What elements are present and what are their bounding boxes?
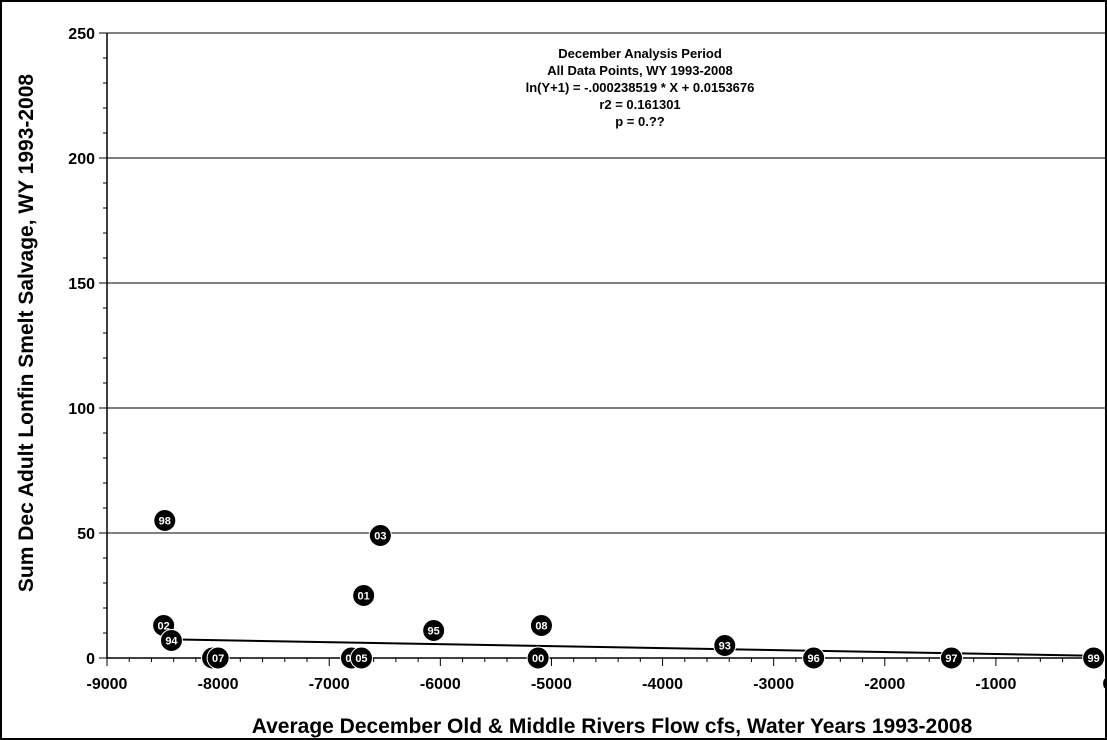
x-tick-label: -8000 xyxy=(198,676,239,693)
x-tick-label: -5000 xyxy=(531,676,572,693)
y-tick-label: 250 xyxy=(68,26,95,43)
point-marker xyxy=(368,524,392,547)
point-marker xyxy=(422,619,446,642)
data-point-93: 93 xyxy=(713,634,737,657)
y-tick-label: 150 xyxy=(68,276,95,293)
point-marker xyxy=(802,646,826,670)
y-tick-label: 0 xyxy=(86,651,95,668)
point-label: 05 xyxy=(355,653,367,665)
data-point-99: 99 xyxy=(1082,646,1106,670)
x-axis-title: Average December Old & Middle Rivers Flo… xyxy=(252,715,973,738)
data-point-94: 94 xyxy=(159,629,183,652)
point-label: 99 xyxy=(1088,653,1100,665)
x-tick-label: -4000 xyxy=(642,676,683,693)
trendline xyxy=(164,638,1094,657)
annotation-line: All Data Points, WY 1993-2008 xyxy=(547,63,732,78)
point-marker xyxy=(352,584,376,607)
point-label: 08 xyxy=(535,621,547,633)
y-tick-label: 50 xyxy=(77,526,95,543)
point-marker xyxy=(1082,646,1106,670)
annotation-line: p = 0.?? xyxy=(615,114,665,129)
data-point-96: 96 xyxy=(802,646,826,670)
y-axis-title: Sum Dec Adult Lonfin Smelt Salvage, WY 1… xyxy=(15,74,38,592)
x-tick-label: -2000 xyxy=(864,676,905,693)
point-label: 94 xyxy=(165,636,178,648)
y-tick-label: 100 xyxy=(68,401,95,418)
data-point-95: 95 xyxy=(422,619,446,642)
point-label: 02 xyxy=(158,621,170,633)
data-point-07: 07 xyxy=(206,646,230,670)
point-marker xyxy=(159,629,183,652)
y-tick-label: 200 xyxy=(68,151,95,168)
data-point-97: 97 xyxy=(939,646,963,670)
x-tick-label: -7000 xyxy=(309,676,350,693)
annotation-line: ln(Y+1) = -.000238519 * X + 0.0153676 xyxy=(526,80,755,95)
x-tick-label: 0 xyxy=(1103,676,1107,693)
x-tick-label: -9000 xyxy=(87,676,128,693)
point-label: 96 xyxy=(808,653,820,665)
data-point-98: 98 xyxy=(153,509,177,532)
x-tick-label: -6000 xyxy=(420,676,461,693)
point-marker xyxy=(939,646,963,670)
data-points: 98029406070405010395080093969799 xyxy=(152,509,1106,670)
point-label: 01 xyxy=(358,591,370,603)
point-label: 93 xyxy=(719,641,731,653)
point-label: 95 xyxy=(428,626,440,638)
trendline-group xyxy=(164,638,1094,657)
point-marker xyxy=(526,646,550,670)
annotation-line: December Analysis Period xyxy=(558,46,722,61)
point-marker xyxy=(713,634,737,657)
annotation-block: December Analysis Period All Data Points,… xyxy=(526,46,755,129)
point-marker xyxy=(206,646,230,670)
data-point-00: 00 xyxy=(526,646,550,670)
annotation-line: r2 = 0.161301 xyxy=(599,97,680,112)
data-point-08: 08 xyxy=(529,614,553,637)
point-label: 07 xyxy=(212,653,224,665)
x-tick-label: -1000 xyxy=(975,676,1016,693)
point-marker xyxy=(349,646,373,670)
point-label: 03 xyxy=(374,531,386,543)
point-label: 97 xyxy=(945,653,957,665)
gridlines xyxy=(107,32,1107,534)
point-marker xyxy=(153,509,177,532)
point-label: 00 xyxy=(532,653,544,665)
x-tick-label: -3000 xyxy=(753,676,794,693)
data-point-01: 01 xyxy=(352,584,376,607)
data-point-03: 03 xyxy=(368,524,392,547)
point-marker xyxy=(529,614,553,637)
data-point-05: 05 xyxy=(349,646,373,670)
point-label: 98 xyxy=(159,516,171,528)
